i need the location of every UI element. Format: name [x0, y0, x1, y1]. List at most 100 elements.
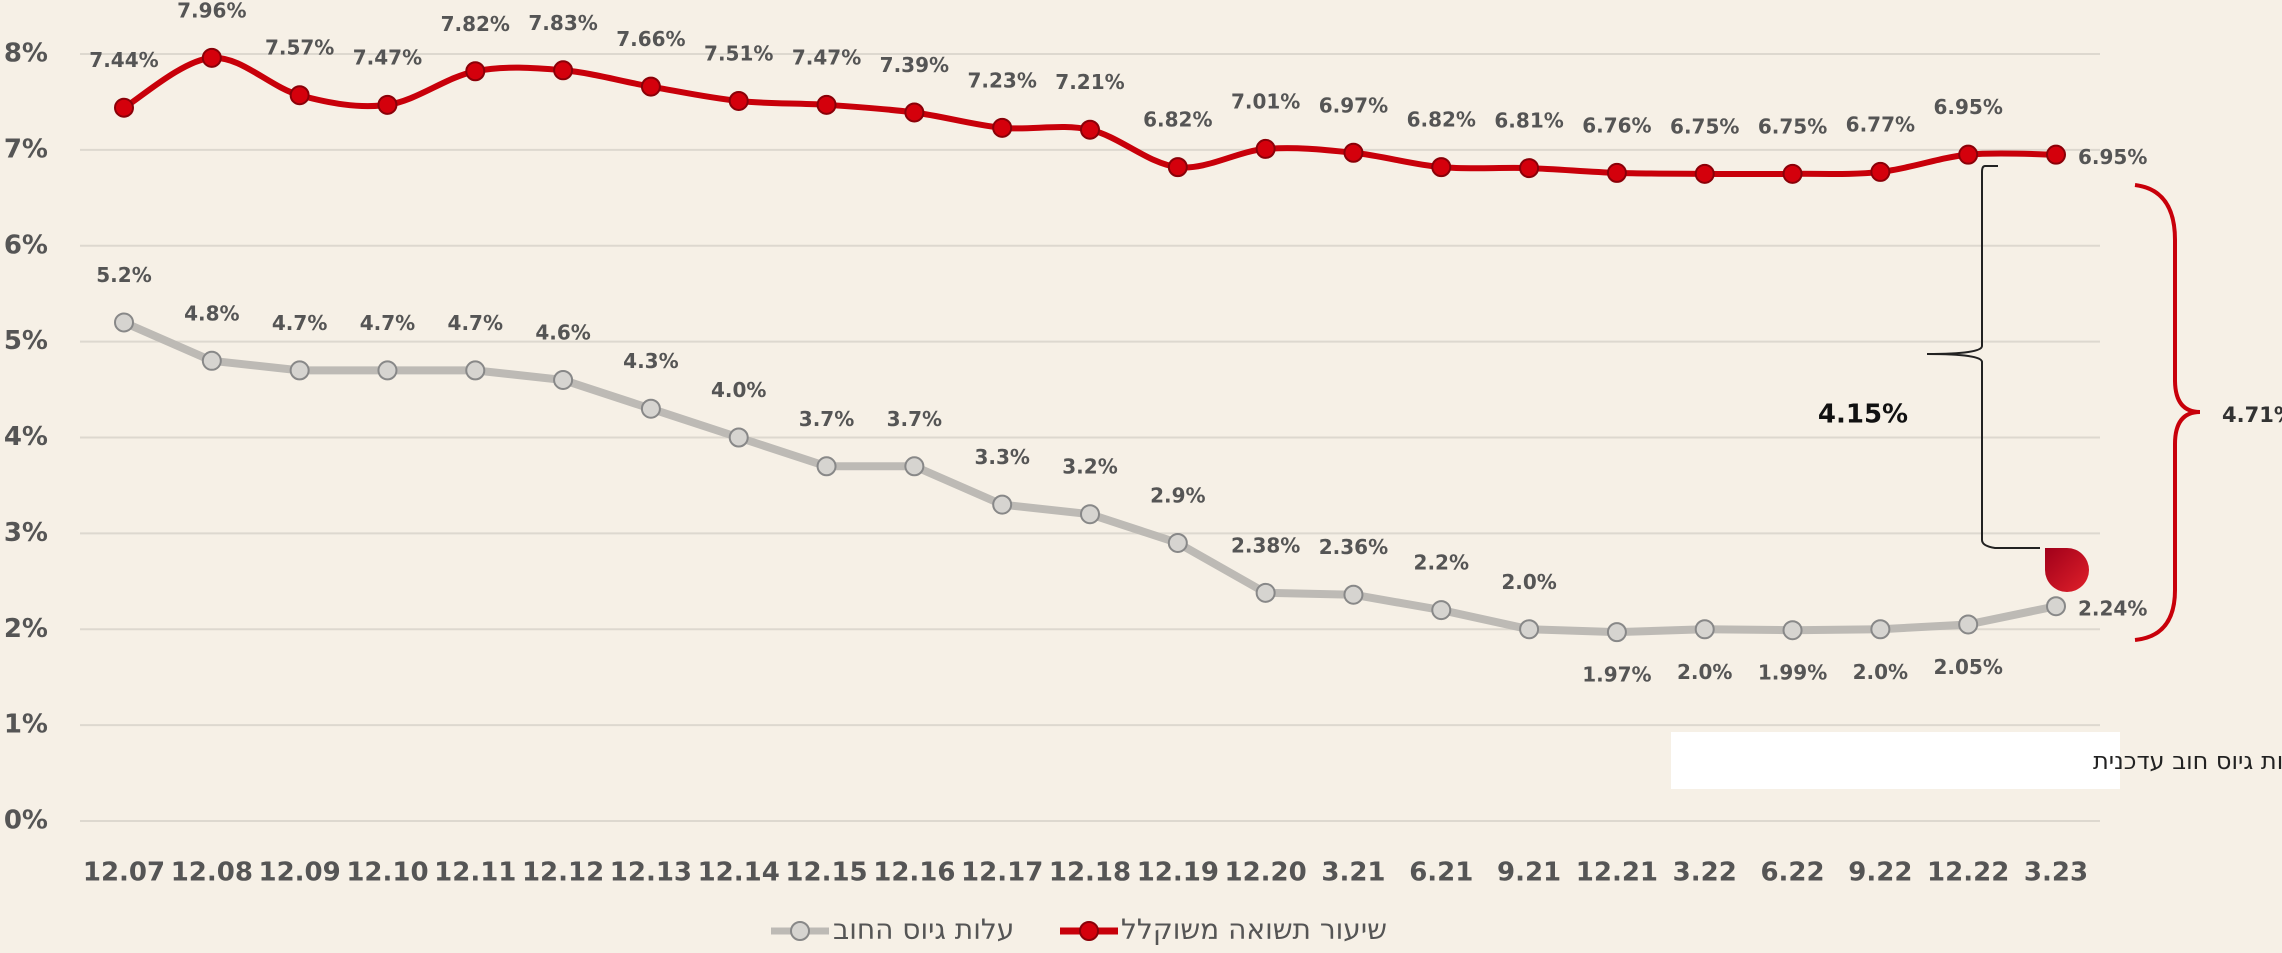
- data-label: 2.0%: [1853, 660, 1908, 684]
- point: [201, 350, 222, 371]
- legend-swatch: [790, 921, 810, 941]
- point: [1167, 157, 1188, 178]
- x-tick-label: 12.16: [873, 858, 955, 888]
- legend: שיעור תשואה משוקלל עלות גיוס החוב: [771, 913, 1387, 946]
- point: [2046, 596, 2066, 617]
- x-tick-label: 12.08: [171, 858, 253, 888]
- point: [1694, 163, 1715, 184]
- point: [1606, 162, 1627, 183]
- y-tick-label: 8%: [4, 39, 48, 69]
- point: [728, 427, 749, 448]
- data-label: 2.36%: [1319, 535, 1388, 559]
- data-label: 7.47%: [792, 45, 861, 69]
- point: [1343, 584, 1364, 605]
- y-tick-label: 7%: [4, 134, 48, 164]
- point: [1958, 144, 1979, 165]
- point: [1958, 614, 1979, 635]
- data-label: 2.0%: [1501, 570, 1556, 594]
- point: [1167, 532, 1188, 553]
- point: [1080, 119, 1100, 140]
- data-label: 3.7%: [887, 407, 942, 431]
- point: [640, 76, 661, 97]
- x-tick-label: 12.13: [610, 858, 692, 888]
- data-label: 6.75%: [1758, 114, 1827, 138]
- data-label: 7.96%: [177, 0, 246, 22]
- data-label: 1.99%: [1758, 661, 1827, 685]
- y-tick-label: 3%: [4, 518, 48, 548]
- point: [377, 360, 398, 381]
- x-tick-label: 3.23: [2024, 858, 2088, 888]
- y-tick-label: 4%: [4, 422, 48, 452]
- x-tick-label: 12.07: [83, 858, 165, 888]
- point: [289, 360, 310, 381]
- data-label: 4.6%: [535, 320, 590, 344]
- data-label: 7.51%: [704, 41, 773, 65]
- point: [553, 60, 574, 81]
- point: [816, 456, 837, 477]
- y-tick-label: 1%: [4, 710, 48, 740]
- data-label: 4.0%: [711, 378, 766, 402]
- data-label: 4.7%: [448, 311, 503, 335]
- data-label: 3.7%: [799, 407, 854, 431]
- data-label: 7.23%: [967, 68, 1036, 92]
- x-tick-label: 12.21: [1576, 858, 1658, 888]
- data-label: 6.82%: [1143, 108, 1212, 132]
- point: [1519, 158, 1540, 179]
- point: [992, 494, 1013, 515]
- plot: 7.44% 7.96% 7.57% 7.47% 7.82% 7.83% 7.66% 7.51%…: [89, 0, 2147, 687]
- point: [377, 94, 398, 115]
- point: [1431, 157, 1452, 178]
- point: [1782, 163, 1803, 184]
- data-label: 6.97%: [1319, 93, 1388, 117]
- point: [1431, 600, 1452, 621]
- point: [2046, 144, 2066, 165]
- point: [465, 61, 486, 82]
- annotation: 4.15%: [1818, 400, 1908, 430]
- data-label: 3.3%: [974, 445, 1029, 469]
- data-label: 6.77%: [1846, 112, 1915, 136]
- point: [553, 369, 574, 390]
- point: [1782, 620, 1803, 641]
- data-label: 6.75%: [1670, 114, 1739, 138]
- point: [904, 456, 925, 477]
- data-label: 6.81%: [1494, 109, 1563, 133]
- data-label: 4.8%: [184, 301, 239, 325]
- x-tick-label: 12.15: [785, 858, 867, 888]
- point: [289, 85, 310, 106]
- y-tick-label: 5%: [4, 326, 48, 356]
- data-label: 1.97%: [1582, 663, 1651, 687]
- data-label: 6.76%: [1582, 113, 1651, 137]
- y-tick-label: 6%: [4, 230, 48, 260]
- point: [904, 102, 925, 123]
- marker-icon: [2045, 548, 2089, 592]
- data-label: 6.95%: [2078, 145, 2147, 169]
- point: [1606, 622, 1627, 643]
- data-label: 5.2%: [96, 263, 151, 287]
- point: [1694, 619, 1715, 640]
- data-label: 7.44%: [89, 48, 158, 72]
- data-label: 7.82%: [441, 12, 510, 36]
- data-label: 7.39%: [880, 53, 949, 77]
- data-label: 2.05%: [1933, 655, 2002, 679]
- point: [114, 312, 134, 333]
- data-label: 7.83%: [528, 11, 597, 35]
- x-tick-label: 6.21: [1409, 858, 1473, 888]
- annotation: 2.8% עלות גיוס חוב עדכנית: [2093, 747, 2282, 775]
- x-tick-label: 3.21: [1321, 858, 1385, 888]
- point: [114, 97, 134, 118]
- data-label: 2.9%: [1150, 483, 1205, 507]
- note-box: [1671, 732, 2120, 789]
- data-label: 2.24%: [2078, 597, 2147, 621]
- point: [1519, 619, 1540, 640]
- point: [1080, 504, 1100, 525]
- brace: [2134, 183, 2201, 642]
- legend-swatch: [1079, 921, 1099, 941]
- grid: 0%1%2%3%4%5%6%7%8%12.07 12.08 12.09 12.10 12…: [4, 39, 2100, 888]
- data-label: 2.38%: [1231, 533, 1300, 557]
- x-tick-label: 6.22: [1760, 858, 1824, 888]
- x-tick-label: 12.20: [1225, 858, 1307, 888]
- annotation: 4.71%: [2222, 403, 2282, 427]
- data-label: 2.0%: [1677, 660, 1732, 684]
